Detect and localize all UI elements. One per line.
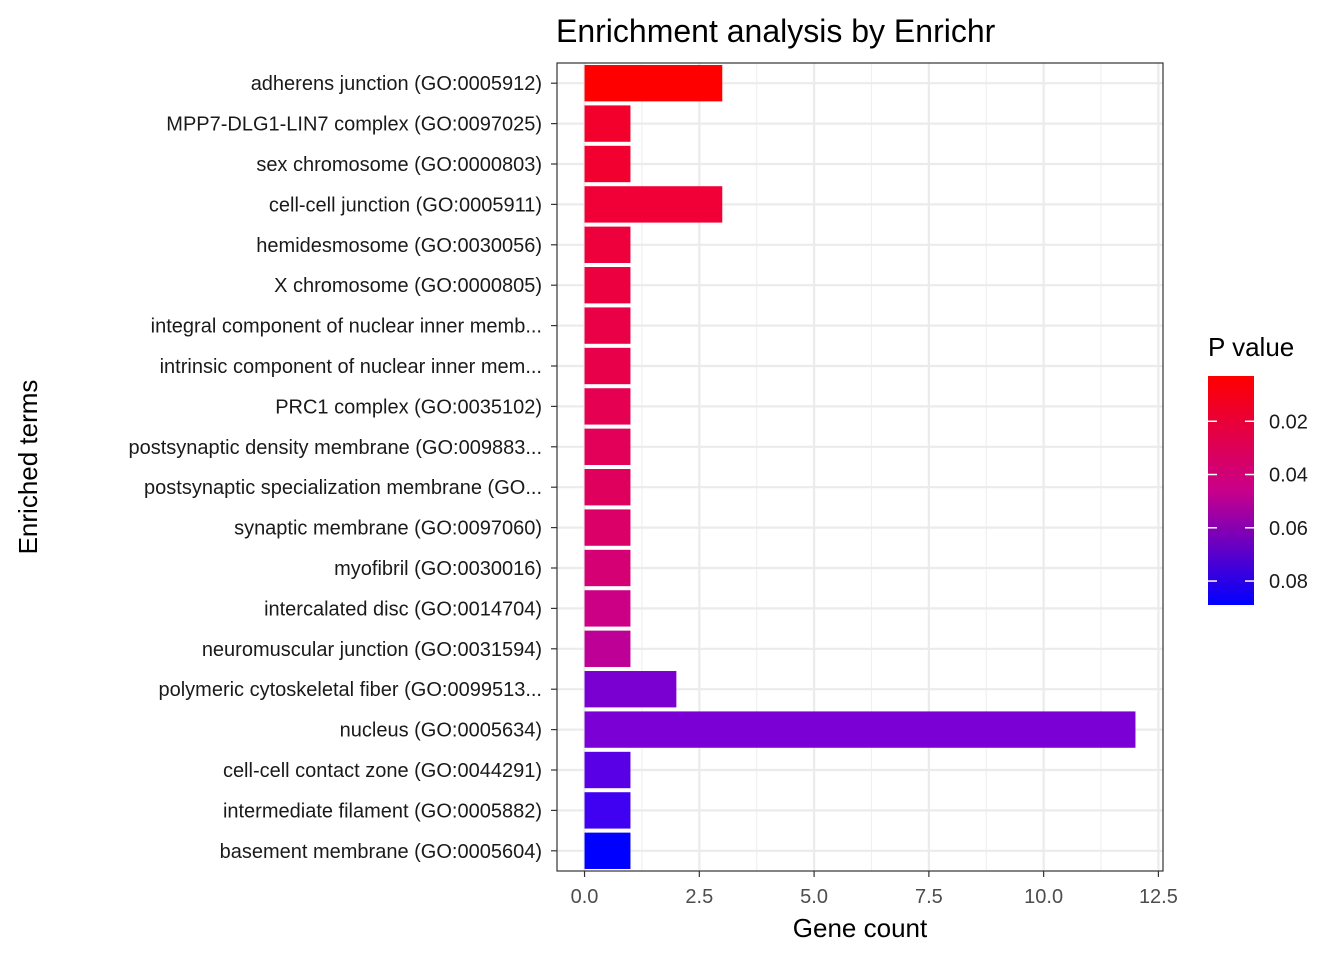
bar [584,388,631,425]
x-tick-label: 2.5 [685,886,713,908]
x-tick-label: 12.5 [1139,886,1178,908]
bar [584,226,631,263]
y-axis: adherens junction (GO:0005912) MPP7-DLG1-… [128,73,557,863]
bar [584,832,631,869]
legend-colorbar [1208,376,1254,605]
x-axis-title: Gene count [793,913,928,943]
bar [584,428,631,465]
legend-tick-label: 0.04 [1269,465,1308,487]
y-tick-label: cell-cell contact zone (GO:0044291) [223,760,542,782]
bar [584,469,631,506]
y-tick-label: intrinsic component of nuclear inner mem… [160,356,542,378]
y-tick-label: cell-cell junction (GO:0005911) [269,194,542,216]
legend-tick-label: 0.06 [1269,518,1308,540]
y-tick-label: X chromosome (GO:0000805) [274,275,542,297]
y-tick-label: PRC1 complex (GO:0035102) [275,396,542,418]
x-tick-label: 10.0 [1024,886,1063,908]
x-tick-label: 7.5 [915,886,943,908]
x-axis: 0.0 2.5 5.0 7.5 10.0 12.5 [571,871,1178,908]
y-tick-label: polymeric cytoskeletal fiber (GO:0099513… [158,679,542,701]
y-tick-label: postsynaptic density membrane (GO:009883… [128,437,542,459]
y-tick-label: intermediate filament (GO:0005882) [223,800,542,822]
y-tick-label: sex chromosome (GO:0000803) [256,154,542,176]
legend-ticks: 0.02 0.04 0.06 0.08 [1208,411,1308,593]
bar [584,751,631,789]
y-tick-label: basement membrane (GO:0005604) [220,841,542,863]
bars [584,65,1136,869]
y-tick-label: integral component of nuclear inner memb… [151,316,542,338]
bar [584,590,631,627]
x-tick-label: 5.0 [800,886,828,908]
y-axis-title: Enriched terms [13,380,43,555]
bar [584,549,631,587]
y-tick-label: postsynaptic specialization membrane (GO… [144,477,542,499]
plot-panel [557,63,1163,871]
bar [584,267,631,304]
x-tick-label: 0.0 [571,886,599,908]
bar [584,347,631,385]
bar [584,145,631,183]
y-tick-label: synaptic membrane (GO:0097060) [234,518,542,540]
bar [584,186,723,223]
plot-border [556,62,1164,872]
legend-tick-label: 0.08 [1269,571,1308,593]
chart-title: Enrichment analysis by Enrichr [556,13,996,49]
y-tick-label: hemidesmosome (GO:0030056) [256,235,542,257]
bar [584,630,631,667]
bar [584,65,723,102]
bar [584,671,677,708]
bar [584,792,631,829]
y-tick-label: nucleus (GO:0005634) [340,720,542,742]
y-tick-label: adherens junction (GO:0005912) [251,73,542,95]
bar [584,307,631,344]
bar [584,509,631,546]
y-tick-label: myofibril (GO:0030016) [334,558,542,580]
y-tick-label: intercalated disc (GO:0014704) [264,598,542,620]
legend-title: P value [1208,332,1294,362]
y-tick-label: MPP7-DLG1-LIN7 complex (GO:0097025) [166,114,542,136]
bar [584,105,631,142]
legend: P value 0.02 0.04 0.06 0.08 [1208,332,1308,605]
legend-tick-label: 0.02 [1269,411,1308,433]
bar [584,711,1136,748]
y-tick-label: neuromuscular junction (GO:0031594) [202,639,542,661]
